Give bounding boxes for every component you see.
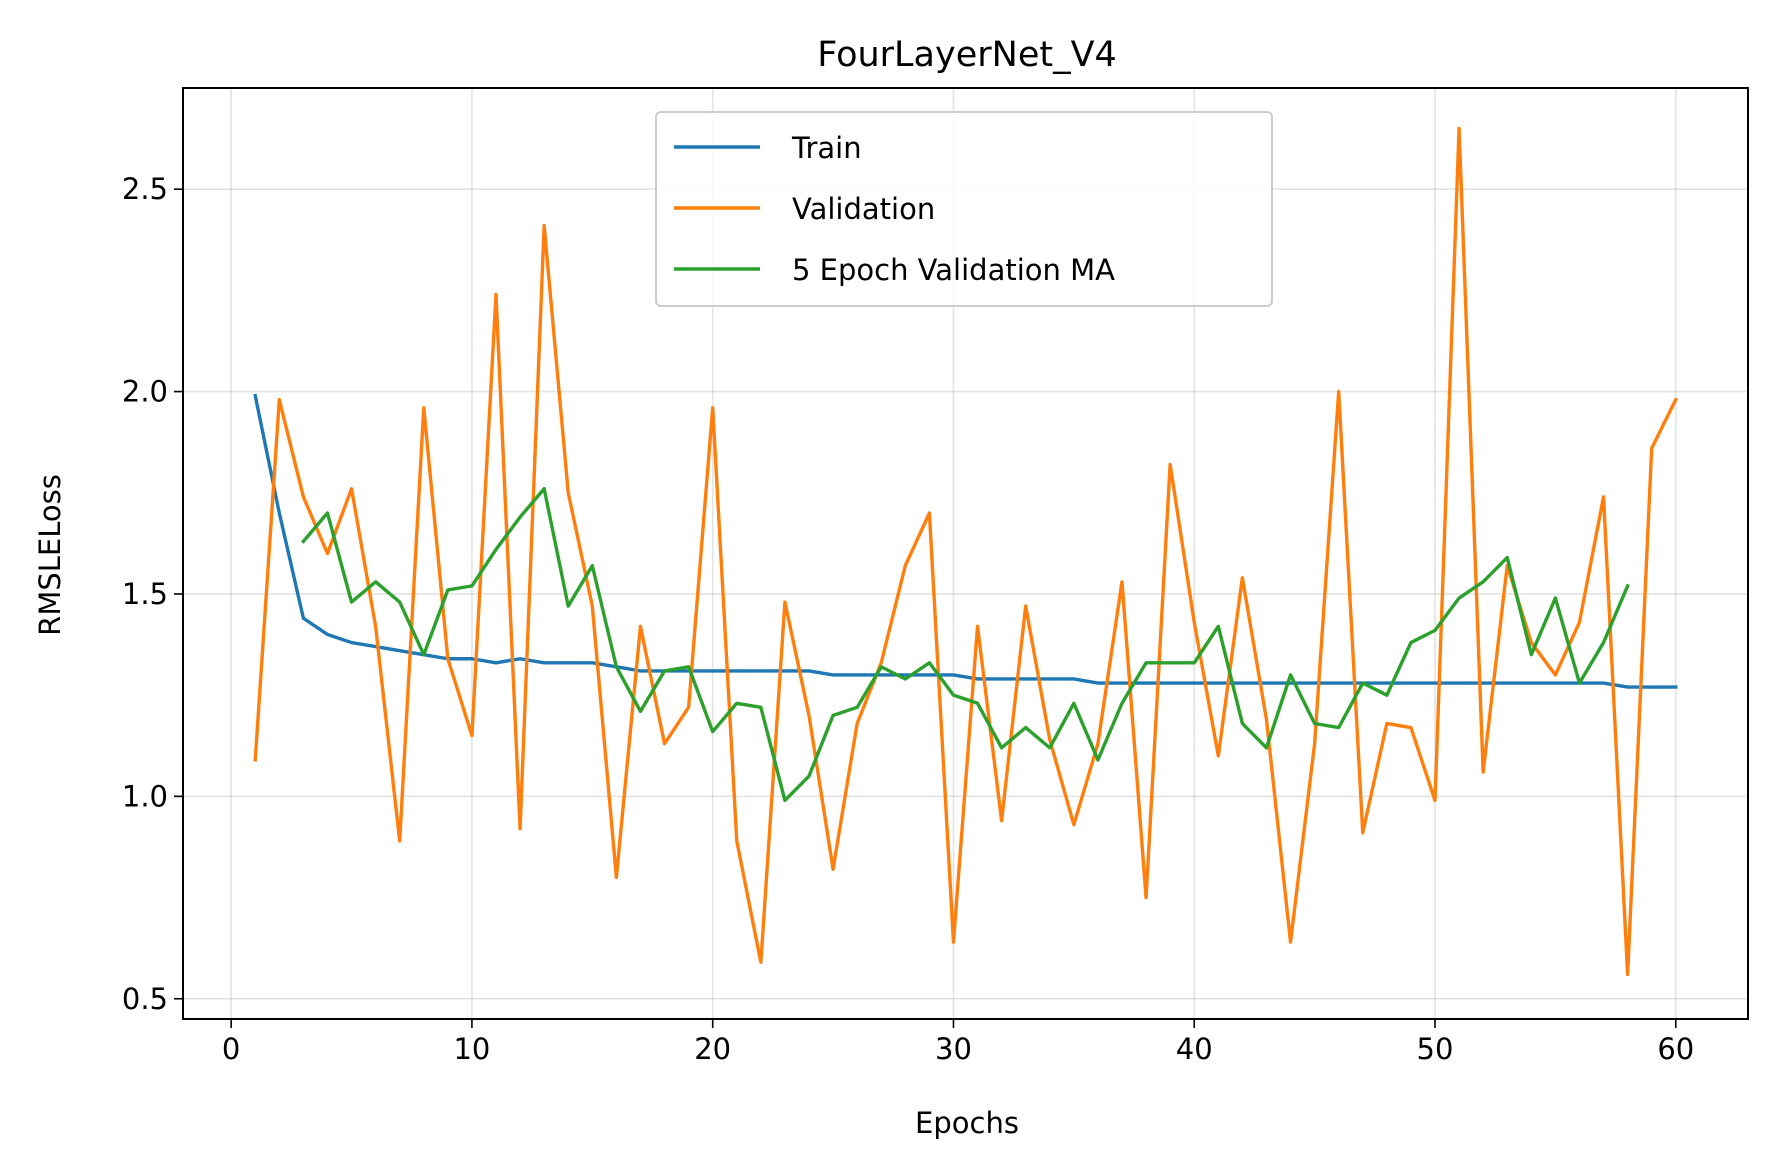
- axes-ticks: 0 10 20 30 40 50 60 0.5 1.0 1.5 2.0 2.5: [122, 172, 1694, 1066]
- x-tick-label: 20: [694, 1032, 731, 1066]
- x-tick-label: 40: [1176, 1032, 1213, 1066]
- x-tick-label: 60: [1657, 1032, 1694, 1066]
- plot-frame: [182, 87, 1749, 1020]
- legend-label: 5 Epoch Validation MA: [792, 253, 1115, 287]
- y-tick-label: 0.5: [122, 982, 168, 1016]
- x-tick-label: 10: [453, 1032, 490, 1066]
- legend: Train Validation 5 Epoch Validation MA: [655, 111, 1273, 307]
- series-line-5-epoch-validation-ma: [300, 487, 1630, 803]
- series-line-validation: [253, 126, 1679, 977]
- y-tick-label: 1.5: [122, 577, 168, 611]
- y-tick-label: 1.0: [122, 779, 168, 813]
- legend-label: Validation: [792, 192, 935, 226]
- y-axis-label: RMSLELoss: [33, 474, 67, 636]
- x-tick-label: 30: [935, 1032, 972, 1066]
- y-tick-label: 2.0: [122, 375, 168, 409]
- x-tick-label: 50: [1417, 1032, 1454, 1066]
- x-axis-label: Epochs: [915, 1106, 1019, 1140]
- series-lines: [253, 126, 1679, 977]
- y-tick-label: 2.5: [122, 172, 168, 206]
- legend-box: [655, 111, 1273, 307]
- chart-title: FourLayerNet_V4: [817, 35, 1117, 75]
- x-tick-label: 0: [222, 1032, 240, 1066]
- legend-label: Train: [791, 131, 862, 165]
